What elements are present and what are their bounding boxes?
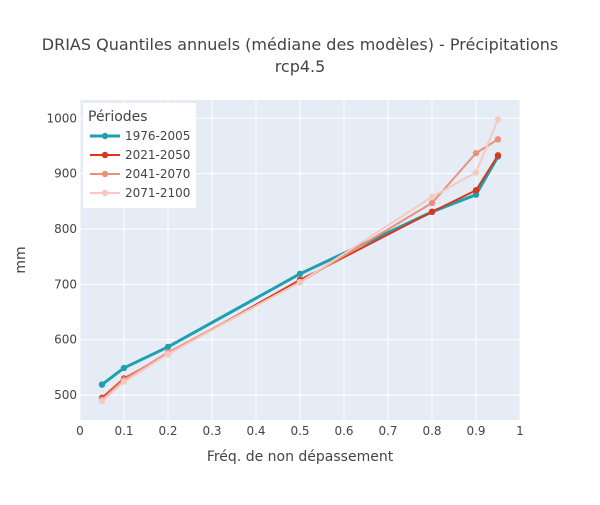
grid — [79, 100, 521, 420]
chart-title: DRIAS Quantiles annuels (médiane des mod… — [42, 35, 559, 54]
data-point — [472, 191, 480, 198]
legend-item: 2071-2100 — [90, 186, 190, 200]
legend-label: 2021-2050 — [125, 148, 190, 162]
y-tick-label: 900 — [54, 167, 77, 181]
x-tick-label: 0.8 — [422, 424, 441, 438]
data-point — [428, 199, 436, 207]
y-tick-label: 600 — [54, 333, 77, 347]
legend: Périodes 1976-2005 2021-2050 2041-2070 2071… — [83, 103, 196, 208]
series-layer — [98, 116, 502, 405]
x-tick-label: 0 — [76, 424, 84, 438]
data-point — [296, 270, 304, 278]
x-tick-label: 0.1 — [114, 424, 133, 438]
legend-items: 1976-2005 2021-2050 2041-2070 2071-2100 — [90, 129, 190, 200]
x-tick-label: 0.2 — [158, 424, 177, 438]
legend-item: 1976-2005 — [90, 129, 190, 143]
legend-item: 2021-2050 — [90, 148, 190, 162]
data-point — [164, 343, 172, 351]
data-point — [164, 350, 172, 358]
data-point — [428, 208, 436, 216]
legend-title: Périodes — [88, 109, 148, 125]
data-point — [98, 397, 106, 405]
chart-subtitle: rcp4.5 — [275, 57, 326, 76]
legend-swatch-marker — [101, 189, 109, 197]
y-tick-label: 700 — [54, 277, 77, 291]
x-axis-ticks: 0 0.1 0.2 0.3 0.4 0.5 0.6 0.7 0.8 0.9 1 — [76, 424, 524, 438]
y-tick-label: 800 — [54, 222, 77, 236]
data-point — [120, 378, 128, 385]
x-tick-label: 0.9 — [466, 424, 485, 438]
x-axis-label: Fréq. de non dépassement — [207, 449, 394, 465]
data-point — [120, 364, 128, 372]
data-point — [472, 169, 480, 176]
x-tick-label: 0.4 — [246, 424, 265, 438]
y-axis-label: mm — [13, 246, 29, 273]
data-point — [472, 149, 480, 157]
data-point — [472, 187, 480, 194]
legend-swatch-marker — [101, 170, 109, 178]
y-tick-label: 1000 — [46, 111, 77, 125]
x-tick-label: 0.3 — [202, 424, 221, 438]
legend-item: 2041-2070 — [90, 167, 190, 181]
x-tick-label: 0.6 — [334, 424, 353, 438]
data-point — [494, 136, 502, 143]
legend-swatch-marker — [101, 151, 109, 159]
series-1976-2005 — [98, 153, 502, 388]
x-tick-label: 0.7 — [378, 424, 397, 438]
legend-label: 2041-2070 — [125, 167, 190, 181]
y-tick-label: 500 — [54, 388, 77, 402]
y-axis-ticks: 500 600 700 800 900 1000 — [46, 111, 77, 402]
series-2071-2100 — [98, 116, 502, 405]
legend-label: 1976-2005 — [125, 129, 190, 143]
legend-swatch-marker — [101, 132, 109, 140]
legend-label: 2071-2100 — [125, 186, 190, 200]
data-point — [296, 278, 304, 286]
x-tick-label: 1 — [516, 424, 524, 438]
data-point — [494, 116, 502, 123]
data-point — [494, 152, 502, 159]
x-tick-label: 0.5 — [290, 424, 309, 438]
data-point — [98, 381, 106, 388]
data-point — [428, 193, 436, 201]
